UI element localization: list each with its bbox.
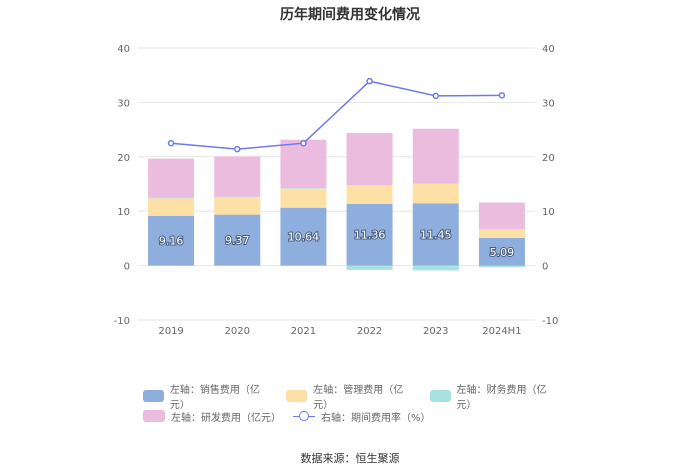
legend-swatch xyxy=(143,410,165,422)
x-axis-tick-label: 2024H1 xyxy=(482,326,521,337)
bar-segment-3 xyxy=(280,139,327,189)
left-axis-tick-label: 0 xyxy=(124,262,130,273)
legend-label: 左轴：财务费用（亿元） xyxy=(456,385,547,411)
bar-segment-3 xyxy=(214,156,261,197)
bar-segment-0 xyxy=(478,237,525,266)
legend-label: 左轴：研发费用（亿元） xyxy=(171,412,281,424)
left-axis-tick-label: 20 xyxy=(117,153,130,164)
bar-segment-0 xyxy=(346,203,393,266)
bar-segment-3 xyxy=(478,202,525,230)
bar-segment-2 xyxy=(412,265,459,271)
bar-segment-1 xyxy=(280,188,327,208)
right-axis-tick-label: -10 xyxy=(542,316,558,327)
right-axis-tick-label: 30 xyxy=(542,98,555,109)
left-axis-tick-label: 40 xyxy=(117,44,130,55)
x-axis-tick-label: 2021 xyxy=(291,326,316,337)
legend-label: 左轴：管理费用（亿元） xyxy=(313,385,404,411)
line-point xyxy=(167,139,175,147)
bar-data-label: 11.45 xyxy=(420,228,452,241)
bar-segment-0 xyxy=(412,203,459,266)
right-axis-tick-label: 10 xyxy=(542,207,555,218)
bar-segment-1 xyxy=(478,229,525,238)
x-axis-tick-label: 2020 xyxy=(225,326,250,337)
bar-segment-3 xyxy=(412,128,459,184)
bar-segment-2 xyxy=(280,188,327,189)
x-axis-tick-label: 2022 xyxy=(357,326,382,337)
bar-segment-0 xyxy=(280,207,327,266)
left-axis-tick-label: 10 xyxy=(117,207,130,218)
right-axis-tick-label: 0 xyxy=(542,262,548,273)
bar-data-label: 5.09 xyxy=(490,246,515,259)
bar-segment-0 xyxy=(148,215,195,266)
chart-legend: 左轴：销售费用（亿元） 左轴：管理费用（亿元） 左轴：财务费用（亿元） 左轴：研发费用… xyxy=(143,385,573,426)
legend-row: 左轴：研发费用（亿元） 右轴：期间费用率（%） xyxy=(143,406,573,426)
bar-data-label: 11.36 xyxy=(354,229,386,242)
bar-segment-2 xyxy=(214,196,261,198)
bar-segment-2 xyxy=(478,265,525,268)
legend-swatch xyxy=(429,390,451,402)
chart-plot: -10 0 10 20 30 40 -10 0 10 20 30 40 2019 2020 2021 2022… xyxy=(114,44,559,337)
legend-item[interactable]: 右轴：期间费用率（%） xyxy=(293,409,431,424)
bar-segment-2 xyxy=(148,197,195,199)
line-point xyxy=(234,145,241,153)
legend-item[interactable]: 左轴：管理费用（亿元） xyxy=(286,381,417,411)
data-source: 数据来源：恒生聚源 xyxy=(300,452,400,465)
legend-item[interactable]: 左轴：财务费用（亿元） xyxy=(429,381,561,411)
bar-data-label: 9.37 xyxy=(225,234,250,247)
legend-row: 左轴：销售费用（亿元） 左轴：管理费用（亿元） 左轴：财务费用（亿元） xyxy=(143,385,573,411)
line-point xyxy=(498,92,506,99)
bar-segment-3 xyxy=(148,158,195,198)
right-axis-tick-label: 20 xyxy=(542,153,555,164)
line-point xyxy=(366,77,373,85)
legend-label: 右轴：期间费用率（%） xyxy=(321,412,431,424)
bar-segment-2 xyxy=(346,265,393,270)
x-axis-tick-label: 2019 xyxy=(158,326,183,337)
x-axis-tick-label: 2023 xyxy=(423,326,448,337)
right-axis-tick-label: 40 xyxy=(542,44,555,55)
bar-segment-0 xyxy=(214,214,261,266)
bar-data-label: 10.64 xyxy=(288,231,320,244)
legend-swatch xyxy=(143,390,164,402)
legend-label: 左轴：销售费用（亿元） xyxy=(169,385,260,411)
bar-data-label: 9.16 xyxy=(159,235,184,248)
chart-title: 历年期间费用变化情况 xyxy=(280,7,420,23)
legend-item[interactable]: 左轴：研发费用（亿元） xyxy=(143,409,281,424)
line-point xyxy=(432,92,439,100)
series-line xyxy=(171,80,502,150)
left-axis-tick-label: -10 xyxy=(114,316,130,327)
bar-segment-3 xyxy=(346,133,393,186)
left-axis-tick-label: 30 xyxy=(117,98,130,109)
bar-segment-1 xyxy=(412,183,459,204)
line-point xyxy=(300,139,307,147)
legend-line-swatch xyxy=(293,410,315,422)
bar-segment-1 xyxy=(148,198,195,216)
bar-segment-1 xyxy=(346,185,393,204)
bar-segment-1 xyxy=(214,197,261,215)
legend-swatch xyxy=(286,390,308,402)
legend-item[interactable]: 左轴：销售费用（亿元） xyxy=(143,381,274,411)
